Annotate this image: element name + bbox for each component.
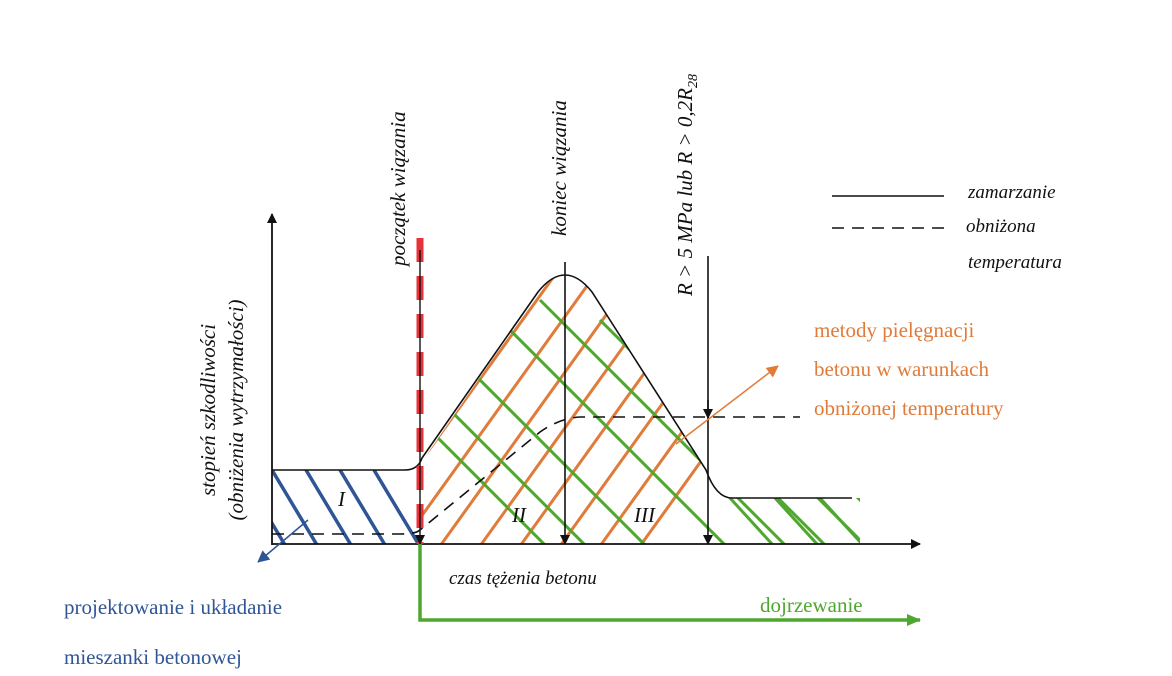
orange-annotation-3: obniżonej temperatury <box>814 396 1004 420</box>
legend-solid-label: zamarzanie <box>967 182 1056 203</box>
orange-annotation-1: metody pielęgnacji <box>814 318 975 342</box>
zone-tail-hatch <box>728 498 860 544</box>
zone-i-hatch <box>272 470 420 544</box>
setting-end-label: koniec wiązania <box>547 100 571 236</box>
orange-arrow <box>675 365 779 445</box>
blue-arrow <box>257 519 309 563</box>
strength-label: R > 5 MPa lub R > 0,2R28 <box>673 74 701 297</box>
zone-i-label: I <box>337 487 346 511</box>
freezing-curve <box>272 274 852 499</box>
green-annotation: dojrzewanie <box>760 593 863 617</box>
blue-annotation-2: mieszanki betonowej <box>64 645 242 669</box>
orange-annotation-2: betonu w warunkach <box>814 357 989 381</box>
zone-iii-label: III <box>633 503 656 527</box>
legend-dashed-label-1: obniżona <box>966 216 1036 237</box>
legend-dashed-label-2: temperatura <box>968 252 1062 273</box>
y-axis-label-1: stopień szkodliwości <box>196 324 220 496</box>
x-axis-label: czas tężenia betonu <box>449 568 597 589</box>
green-arrow <box>418 544 921 626</box>
zone-orange-hatch <box>420 276 860 544</box>
y-axis-label-2: (obniżenia wytrzymałości) <box>224 299 248 520</box>
zone-ii-label: II <box>511 503 527 527</box>
blue-annotation-1: projektowanie i układanie <box>64 595 282 619</box>
setting-start-label: początek wiązania <box>386 111 410 268</box>
low-temp-curve <box>272 416 800 535</box>
